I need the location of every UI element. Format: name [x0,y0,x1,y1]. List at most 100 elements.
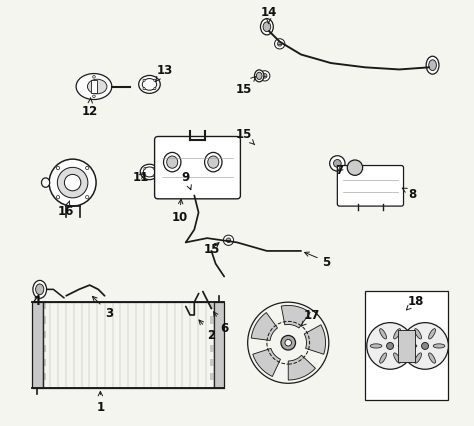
Text: 8: 8 [402,187,416,200]
Circle shape [153,168,155,170]
FancyBboxPatch shape [155,137,240,199]
Text: 14: 14 [261,6,277,25]
Circle shape [143,88,145,90]
Ellipse shape [140,165,159,180]
Polygon shape [304,325,326,354]
Text: 4: 4 [32,294,40,307]
Polygon shape [32,317,46,324]
Polygon shape [288,355,315,380]
Bar [91,81,97,94]
Circle shape [285,340,292,346]
Text: 15: 15 [235,78,255,96]
Ellipse shape [33,281,46,299]
Polygon shape [32,366,43,374]
Polygon shape [32,374,46,380]
Polygon shape [32,352,43,359]
Bar [32,302,43,388]
Text: 2: 2 [199,320,216,341]
Ellipse shape [164,153,181,173]
Text: 7: 7 [336,164,344,177]
Circle shape [334,160,341,168]
Polygon shape [210,331,224,338]
Circle shape [223,236,234,246]
Ellipse shape [42,178,50,188]
Circle shape [92,96,95,98]
Polygon shape [210,345,224,352]
Ellipse shape [380,353,386,363]
Circle shape [56,196,60,199]
Circle shape [154,88,156,90]
Ellipse shape [426,57,439,75]
Circle shape [263,75,267,79]
Ellipse shape [415,353,421,363]
Circle shape [226,239,231,243]
Ellipse shape [143,167,155,178]
Bar [399,330,415,363]
Polygon shape [32,324,43,331]
Polygon shape [213,366,224,374]
Ellipse shape [428,353,436,363]
Text: 18: 18 [406,294,425,310]
Text: 13: 13 [156,64,173,82]
Circle shape [153,175,155,177]
Circle shape [421,343,428,350]
Polygon shape [253,348,281,377]
Ellipse shape [393,353,401,363]
Text: 3: 3 [92,296,113,320]
Circle shape [64,175,81,191]
Ellipse shape [380,329,386,339]
Circle shape [274,40,285,50]
Circle shape [144,175,146,177]
Circle shape [367,323,413,369]
Ellipse shape [256,73,262,80]
Ellipse shape [433,344,445,348]
Ellipse shape [415,329,421,339]
Circle shape [154,80,156,82]
Ellipse shape [139,76,160,94]
Ellipse shape [393,329,401,339]
Circle shape [402,323,448,369]
Polygon shape [32,345,46,352]
Circle shape [56,167,60,170]
Ellipse shape [405,344,417,348]
Polygon shape [210,317,224,324]
Circle shape [281,336,296,350]
Circle shape [329,156,345,172]
Polygon shape [210,359,224,366]
Text: 11: 11 [133,170,149,183]
Circle shape [86,196,89,199]
Ellipse shape [205,153,222,173]
Text: 17: 17 [301,309,320,327]
Polygon shape [213,310,224,317]
Polygon shape [213,352,224,359]
Ellipse shape [167,157,178,169]
Ellipse shape [208,157,219,169]
Ellipse shape [398,344,410,348]
Ellipse shape [261,20,273,36]
Ellipse shape [263,23,271,32]
Circle shape [260,72,270,82]
Circle shape [57,168,88,199]
Polygon shape [32,359,46,366]
Text: 12: 12 [82,99,98,117]
Text: 6: 6 [213,312,228,334]
Polygon shape [210,302,224,310]
Text: 15: 15 [235,128,255,145]
Circle shape [144,168,146,170]
Polygon shape [32,310,43,317]
Bar [43,302,213,388]
Polygon shape [32,380,43,388]
Polygon shape [281,306,310,328]
Text: 10: 10 [171,200,188,224]
Text: 15: 15 [203,243,219,256]
Ellipse shape [428,60,437,72]
Circle shape [347,161,363,176]
Text: 16: 16 [58,201,74,217]
Polygon shape [251,313,277,341]
Circle shape [277,43,282,47]
Circle shape [387,343,393,350]
Ellipse shape [36,284,44,295]
Ellipse shape [370,344,382,348]
Circle shape [92,76,95,79]
Polygon shape [32,338,43,345]
